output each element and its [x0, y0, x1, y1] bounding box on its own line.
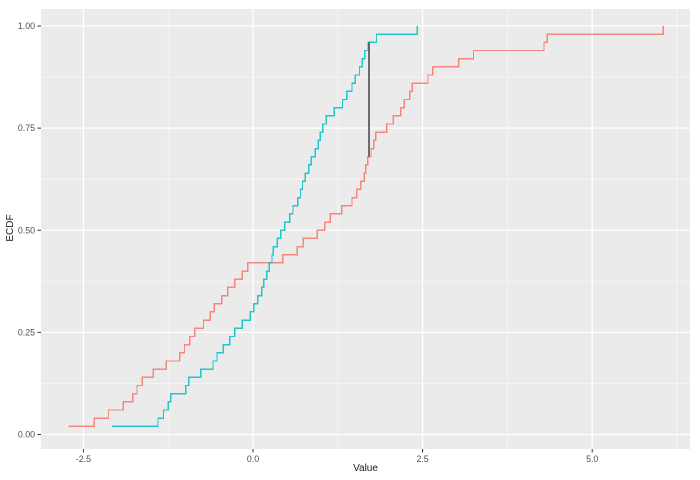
y-axis-title: ECDF [5, 214, 16, 241]
x-tick-label: 0.0 [247, 454, 259, 464]
sample-teal-ecdf-line [111, 26, 418, 427]
y-tick-label: 0.25 [18, 327, 35, 337]
sample-red-ecdf-line [68, 26, 665, 427]
x-tick-label: 5.0 [586, 454, 598, 464]
x-tick-label: 2.5 [416, 454, 428, 464]
x-tick-label: -2.5 [76, 454, 91, 464]
y-tick-label: 0.00 [18, 430, 35, 440]
y-tick-label: 1.00 [18, 21, 35, 31]
y-tick-label: 0.50 [18, 225, 35, 235]
panel-background [41, 9, 690, 449]
x-axis-title: Value [353, 463, 378, 474]
y-tick-label: 0.75 [18, 123, 35, 133]
